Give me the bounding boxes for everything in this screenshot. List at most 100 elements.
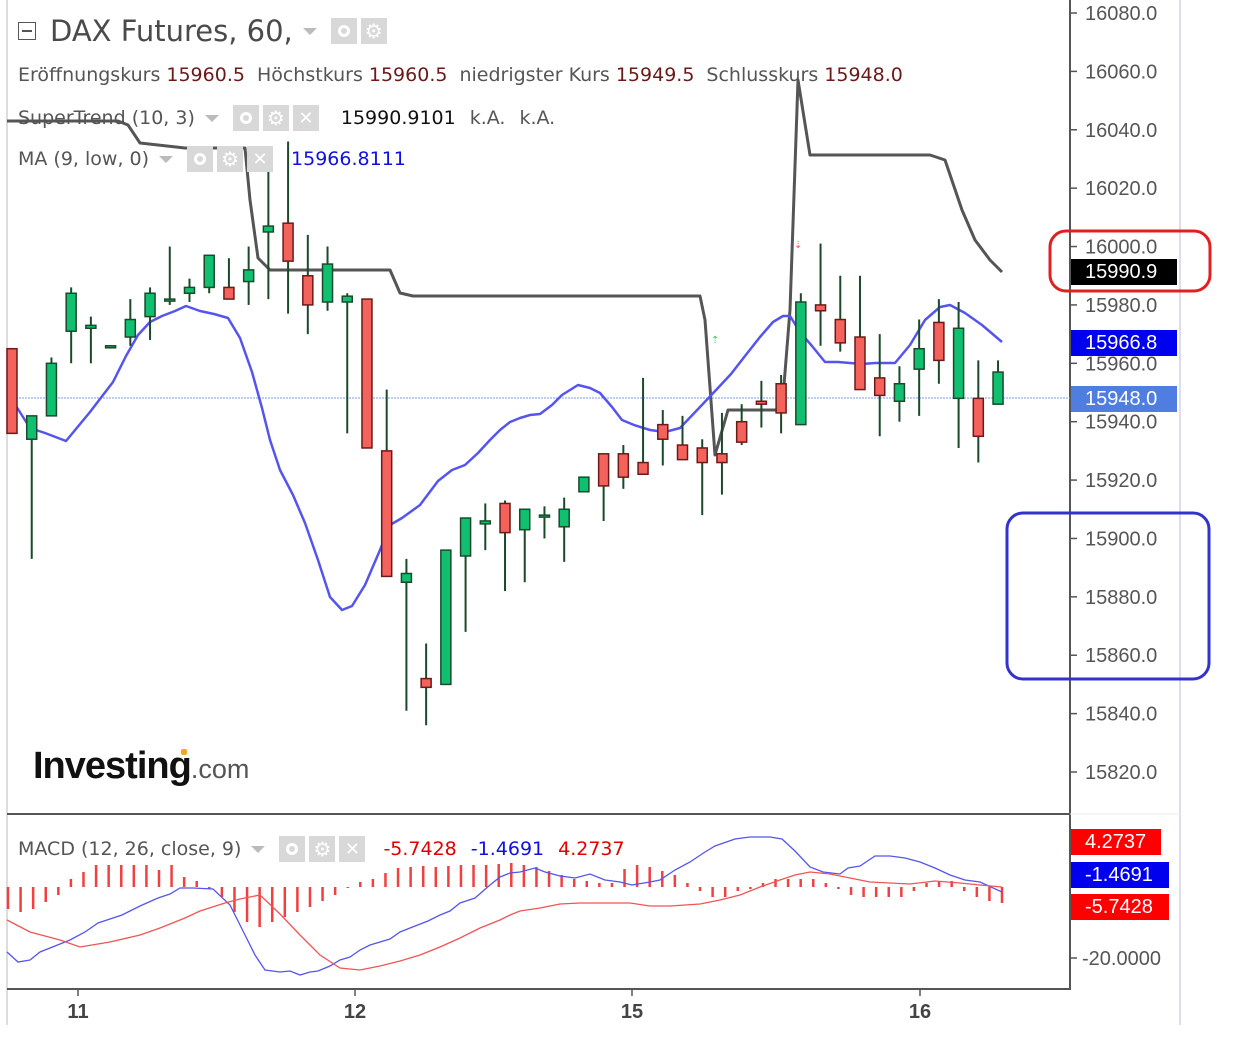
chevron-down-icon[interactable]	[302, 27, 317, 35]
eye-icon[interactable]	[330, 18, 357, 44]
price-tick-label: 16040.0	[1085, 120, 1157, 142]
candle	[676, 444, 689, 461]
time-tick-label: 16	[909, 1001, 931, 1023]
candle	[814, 304, 827, 312]
gear-icon[interactable]	[217, 146, 244, 172]
candle	[223, 286, 235, 300]
time-axis[interactable]: 11 12 15 16	[67, 990, 931, 1023]
candle	[25, 415, 38, 440]
chevron-down-icon[interactable]	[159, 155, 174, 163]
candle	[479, 520, 492, 525]
annotation-red-box	[1048, 229, 1212, 293]
symbol-title: DAX Futures, 60,	[50, 14, 293, 48]
eye-icon[interactable]	[187, 146, 214, 172]
close-icon[interactable]	[339, 836, 366, 862]
price-tick-label: 15980.0	[1085, 295, 1157, 317]
price-axis[interactable]: 16080.0 16060.0 16040.0 16020.0 16000.0 15980…	[1070, 3, 1161, 970]
candle	[578, 476, 590, 493]
candle	[657, 423, 669, 440]
candle	[696, 447, 708, 464]
macd-signal-tag: 4.2737	[1071, 829, 1161, 855]
eye-icon[interactable]	[279, 836, 306, 862]
candle	[538, 514, 551, 518]
supertrend-value-2: k.A.	[469, 107, 506, 129]
last-price-tag: 15948.0	[1071, 386, 1177, 412]
candle	[952, 327, 965, 400]
logo-suffix: .com	[190, 754, 250, 784]
candle	[400, 572, 413, 584]
macd-line-tag: -1.4691	[1071, 862, 1169, 888]
macd-hist-value: -5.7428	[383, 838, 457, 860]
macd-signal-value: 4.2737	[558, 838, 625, 860]
candle	[203, 254, 215, 289]
candle	[499, 502, 511, 534]
macd-line-value: -1.4691	[470, 838, 545, 860]
candle	[361, 298, 373, 449]
time-tick-label: 11	[67, 1001, 88, 1023]
candle	[775, 382, 787, 414]
price-tick-label: 15900.0	[1085, 528, 1157, 550]
candle	[854, 336, 866, 391]
candle	[85, 324, 97, 330]
candle	[6, 347, 18, 435]
candle	[459, 517, 472, 557]
gear-icon[interactable]	[262, 105, 289, 131]
close-icon[interactable]	[292, 105, 319, 131]
supertrend-buy-marker: ⇡	[711, 335, 719, 346]
ohlc-values: Eröffnungskurs 15960.5 Höchstkurs 15960.…	[18, 64, 915, 86]
price-tick-label: 15920.0	[1085, 470, 1157, 492]
high-value: 15960.5	[368, 64, 448, 86]
candle	[341, 295, 354, 303]
eye-icon[interactable]	[232, 105, 259, 131]
candle	[282, 222, 294, 262]
open-value: 15960.5	[166, 64, 245, 86]
candle	[104, 345, 117, 349]
macd-hist-tag: -5.7428	[1071, 894, 1169, 920]
time-tick-label: 15	[621, 1001, 643, 1023]
supertrend-value: 15990.9101	[340, 107, 456, 129]
candle	[420, 677, 432, 689]
gear-icon[interactable]	[309, 836, 336, 862]
logo-dot	[181, 749, 187, 755]
candle	[321, 263, 334, 303]
collapse-icon[interactable]	[18, 22, 36, 40]
candlestick-series	[6, 141, 1004, 726]
supertrend-name: SuperTrend (10, 3)	[18, 107, 195, 129]
supertrend-sell-marker: ⇣	[794, 240, 802, 251]
price-tick-label: 16060.0	[1085, 61, 1157, 83]
price-tick-label: 16000.0	[1085, 237, 1157, 259]
price-tick-label: 15960.0	[1085, 353, 1157, 375]
candle	[893, 382, 906, 403]
macd-tick-label: -20.0000	[1082, 948, 1161, 970]
high-label: Höchstkurs	[256, 64, 363, 86]
close-icon[interactable]	[247, 146, 274, 172]
low-label: niedrigster Kurs	[459, 64, 610, 86]
candle	[262, 225, 275, 233]
candle	[183, 286, 196, 294]
candle	[65, 292, 77, 332]
candle	[124, 318, 137, 338]
candle	[735, 420, 748, 443]
low-value: 15949.5	[615, 64, 695, 86]
supertrend-line	[7, 78, 1004, 457]
chevron-down-icon[interactable]	[204, 114, 219, 122]
price-tick-label: 15940.0	[1085, 412, 1157, 434]
ma-line	[7, 303, 1003, 612]
macd-line	[6, 836, 1003, 976]
ma-name: MA (9, low, 0)	[18, 148, 150, 170]
supertrend-price-tag: 15990.9	[1071, 259, 1177, 285]
ma-legend: MA (9, low, 0) 15966.8111	[18, 146, 406, 172]
gear-icon[interactable]	[360, 18, 387, 44]
candle	[302, 274, 314, 306]
candle	[933, 321, 945, 362]
price-tick-label: 16080.0	[1085, 3, 1157, 25]
ma-value: 15966.8111	[291, 148, 406, 170]
candle	[242, 269, 255, 283]
candle	[716, 453, 728, 464]
candle	[45, 362, 58, 417]
candle	[144, 292, 156, 318]
candle	[873, 377, 886, 397]
open-label: Eröffnungskurs	[18, 64, 161, 86]
chevron-down-icon[interactable]	[251, 845, 266, 853]
